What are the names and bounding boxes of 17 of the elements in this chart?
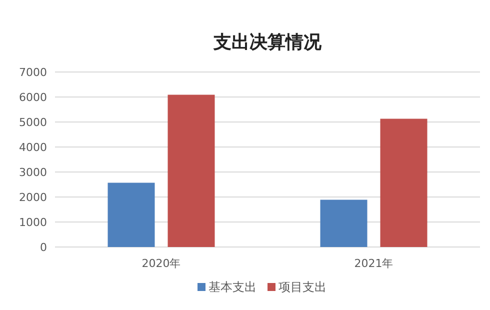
legend-label: 基本支出 bbox=[208, 280, 256, 294]
y-tick-label: 4000 bbox=[19, 141, 47, 154]
x-tick-label: 2020年 bbox=[142, 257, 181, 270]
bar bbox=[380, 118, 428, 247]
y-tick-label: 6000 bbox=[19, 91, 47, 104]
y-tick-label: 2000 bbox=[19, 191, 47, 204]
bar bbox=[108, 182, 155, 247]
y-tick-label: 5000 bbox=[19, 116, 47, 129]
legend-label: 项目支出 bbox=[278, 280, 326, 294]
y-tick-label: 3000 bbox=[19, 166, 47, 179]
y-tick-label: 7000 bbox=[19, 66, 47, 79]
chart-title: 支出决算情况 bbox=[212, 32, 322, 53]
x-tick-label: 2021年 bbox=[354, 257, 394, 270]
bar bbox=[320, 200, 368, 247]
bar bbox=[168, 94, 215, 247]
y-tick-label: 0 bbox=[40, 241, 47, 254]
y-tick-label: 1000 bbox=[19, 216, 47, 229]
